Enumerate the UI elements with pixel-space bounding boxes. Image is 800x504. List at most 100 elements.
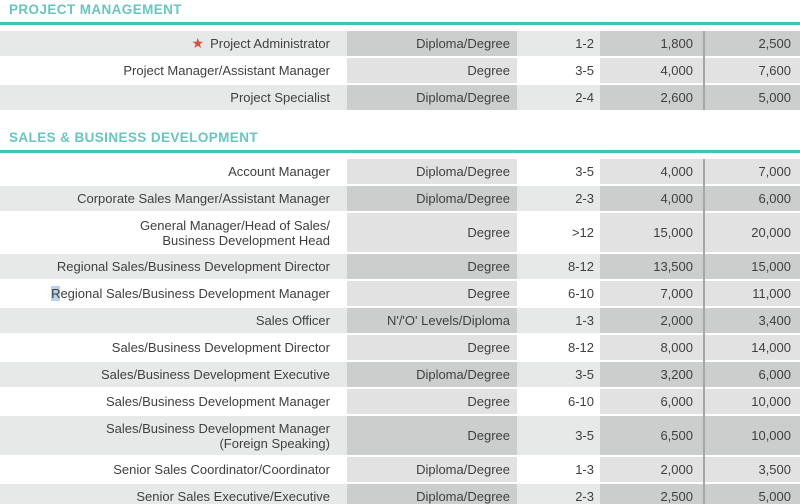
- job-title: Sales/Business Development Director: [111, 340, 330, 355]
- qualification-cell: N'/'O' Levels/Diploma: [347, 308, 517, 333]
- experience-cell: 2-4: [575, 90, 594, 105]
- job-title: Account Manager: [228, 164, 330, 179]
- min-salary-cell: 13,500: [600, 254, 703, 279]
- max-salary-cell: 6,000: [705, 362, 800, 387]
- min-salary-cell: 2,600: [600, 85, 703, 110]
- table-row: Regional Sales/Business Development Mana…: [0, 281, 800, 306]
- max-salary-cell: 11,000: [705, 281, 800, 306]
- table-row: Senior Sales Executive/Executive Diploma/…: [0, 484, 800, 504]
- job-title: Sales/Business Development Executive: [100, 367, 330, 382]
- job-title: Project Administrator: [210, 36, 330, 51]
- table-section: SALES & BUSINESS DEVELOPMENT Account Man…: [0, 128, 800, 504]
- min-salary-cell: 3,200: [600, 362, 703, 387]
- qualification-cell: Diploma/Degree: [347, 159, 517, 184]
- table-row: General Manager/Head of Sales/Business D…: [0, 213, 800, 252]
- qualification-cell: Degree: [347, 213, 517, 252]
- job-title: Sales/Business Development Manager (Forei…: [105, 420, 330, 451]
- section-rows: ★ Project Administrator Diploma/Degree 1-2 1…: [0, 31, 800, 110]
- job-title-cell: Senior Sales Executive/Executive: [0, 484, 347, 504]
- min-salary-cell: 2,500: [600, 484, 703, 504]
- job-title-cell: Regional Sales/Business Development Mana…: [0, 281, 347, 306]
- experience-cell: 1-3: [575, 313, 594, 328]
- experience-cell: 2-3: [575, 489, 594, 504]
- job-title-cell: Sales/Business Development Director: [0, 335, 347, 360]
- experience-cell: 1-2: [575, 36, 594, 51]
- max-salary-cell: 2,500: [705, 31, 800, 56]
- max-salary-cell: 10,000: [705, 389, 800, 414]
- min-salary-cell: 6,500: [600, 416, 703, 455]
- max-salary-cell: 20,000: [705, 213, 800, 252]
- qualification-cell: Diploma/Degree: [347, 362, 517, 387]
- table-row: Sales/Business Development Manager Degree…: [0, 389, 800, 414]
- job-title-cell: Senior Sales Coordinator/Coordinator: [0, 457, 347, 482]
- table-row: Corporate Sales Manger/Assistant Manager…: [0, 186, 800, 211]
- table-row: Account Manager Diploma/Degree 3-5 4,000 7,0…: [0, 159, 800, 184]
- qualification-cell: Diploma/Degree: [347, 457, 517, 482]
- experience-cell: >12: [571, 225, 594, 240]
- text-selection-highlight: R: [51, 286, 61, 301]
- qualification-cell: Diploma/Degree: [347, 31, 517, 56]
- table-row: Sales Officer N'/'O' Levels/Diploma 1-3 2,0…: [0, 308, 800, 333]
- job-title-cell: Sales Officer: [0, 308, 347, 333]
- experience-cell: 2-3: [575, 191, 594, 206]
- job-title-cell: General Manager/Head of Sales/Business D…: [0, 213, 347, 252]
- qualification-cell: Degree: [347, 389, 517, 414]
- section-title: PROJECT MANAGEMENT: [9, 2, 182, 17]
- table-row: Sales/Business Development Manager (Forei…: [0, 416, 800, 455]
- max-salary-cell: 14,000: [705, 335, 800, 360]
- experience-cell: 6-10: [567, 394, 594, 409]
- min-salary-cell: 2,000: [600, 457, 703, 482]
- min-salary-cell: 6,000: [600, 389, 703, 414]
- min-salary-cell: 4,000: [600, 159, 703, 184]
- experience-cell: 3-5: [575, 367, 594, 382]
- job-title: Senior Sales Executive/Executive: [136, 489, 330, 504]
- experience-cell: 3-5: [575, 164, 594, 179]
- min-salary-cell: 8,000: [600, 335, 703, 360]
- section-title: SALES & BUSINESS DEVELOPMENT: [9, 130, 258, 145]
- job-title: General Manager/Head of Sales/Business D…: [139, 217, 330, 248]
- table-row: Sales/Business Development Director Degre…: [0, 335, 800, 360]
- max-salary-cell: 3,500: [705, 457, 800, 482]
- qualification-cell: Degree: [347, 281, 517, 306]
- job-title: Sales/Business Development Manager: [105, 394, 330, 409]
- job-title: Sales Officer: [255, 313, 330, 328]
- min-salary-cell: 4,000: [600, 186, 703, 211]
- job-title-cell: Sales/Business Development Manager (Forei…: [0, 416, 347, 455]
- qualification-cell: Diploma/Degree: [347, 85, 517, 110]
- job-title: Project Manager/Assistant Manager: [123, 63, 330, 78]
- experience-cell: 3-5: [575, 63, 594, 78]
- qualification-cell: Diploma/Degree: [347, 484, 517, 504]
- max-salary-cell: 5,000: [705, 85, 800, 110]
- min-salary-cell: 7,000: [600, 281, 703, 306]
- job-title-cell: Regional Sales/Business Development Dire…: [0, 254, 347, 279]
- qualification-cell: Diploma/Degree: [347, 186, 517, 211]
- experience-cell: 1-3: [575, 462, 594, 477]
- max-salary-cell: 10,000: [705, 416, 800, 455]
- star-icon: ★: [191, 34, 205, 51]
- table-section: PROJECT MANAGEMENT ★ Project Administrato…: [0, 0, 800, 110]
- experience-cell: 8-12: [567, 259, 594, 274]
- job-title-cell: Corporate Sales Manger/Assistant Manager: [0, 186, 347, 211]
- job-title-cell: Project Manager/Assistant Manager: [0, 58, 347, 83]
- table-row: Project Manager/Assistant Manager Degree 3…: [0, 58, 800, 83]
- experience-cell: 6-10: [567, 286, 594, 301]
- max-salary-cell: 15,000: [705, 254, 800, 279]
- table-row: Sales/Business Development Executive Dipl…: [0, 362, 800, 387]
- min-salary-cell: 1,800: [600, 31, 703, 56]
- job-title: Corporate Sales Manger/Assistant Manager: [77, 191, 330, 206]
- min-salary-cell: 2,000: [600, 308, 703, 333]
- table-row: Senior Sales Coordinator/Coordinator Dipl…: [0, 457, 800, 482]
- job-title: Senior Sales Coordinator/Coordinator: [113, 462, 330, 477]
- max-salary-cell: 5,000: [705, 484, 800, 504]
- section-rows: Account Manager Diploma/Degree 3-5 4,000 7,0…: [0, 159, 800, 504]
- min-salary-cell: 4,000: [600, 58, 703, 83]
- experience-cell: 3-5: [575, 428, 594, 443]
- table-row: Project Specialist Diploma/Degree 2-4 2,600…: [0, 85, 800, 110]
- max-salary-cell: 7,000: [705, 159, 800, 184]
- section-rule: [0, 150, 800, 153]
- job-title-cell: Sales/Business Development Executive: [0, 362, 347, 387]
- job-title: Regional Sales/Business Development Dire…: [56, 259, 330, 274]
- qualification-cell: Degree: [347, 58, 517, 83]
